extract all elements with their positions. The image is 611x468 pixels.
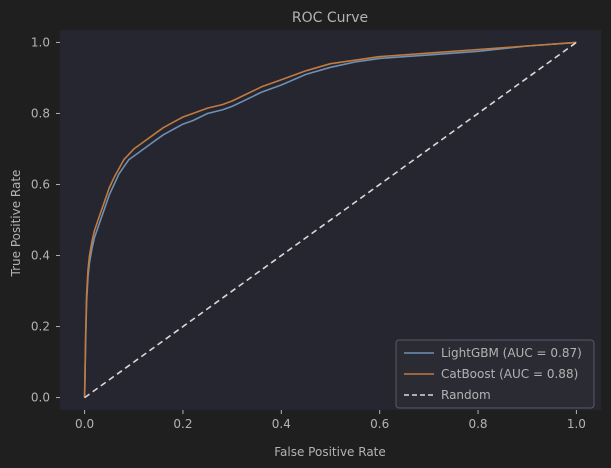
x-tick-label: 0.0 [75,417,94,431]
y-tick-label: 0.8 [31,106,50,120]
legend: LightGBM (AUC = 0.87) CatBoost (AUC = 0.… [395,339,595,409]
legend-label-lightgbm: LightGBM (AUC = 0.87) [441,346,582,360]
y-tick-label: 0.4 [31,249,50,263]
x-tick-label: 1.0 [567,417,586,431]
y-axis-ticks: 0.0 0.2 0.4 0.6 0.8 1.0 [31,35,60,405]
x-tick-label: 0.8 [468,417,487,431]
chart-title: ROC Curve [292,10,368,26]
random-baseline [84,41,577,399]
x-tick-label: 0.2 [173,417,192,431]
x-axis-ticks: 0.0 0.2 0.4 0.6 0.8 1.0 [75,410,586,431]
legend-box [395,339,595,409]
series-layer [83,41,577,399]
y-tick-label: 0.0 [31,391,50,405]
y-tick-label: 0.6 [31,177,50,191]
y-tick-label: 0.2 [31,320,50,334]
legend-label-random: Random [441,388,491,402]
x-axis-label: False Positive Rate [274,445,386,459]
lightgbm-curve [83,41,577,398]
y-tick-label: 1.0 [31,35,50,49]
catboost-curve [83,41,577,398]
y-axis-label: True Positive Rate [9,170,23,278]
legend-label-catboost: CatBoost (AUC = 0.88) [441,367,578,381]
x-tick-label: 0.4 [272,417,291,431]
x-tick-label: 0.6 [370,417,389,431]
